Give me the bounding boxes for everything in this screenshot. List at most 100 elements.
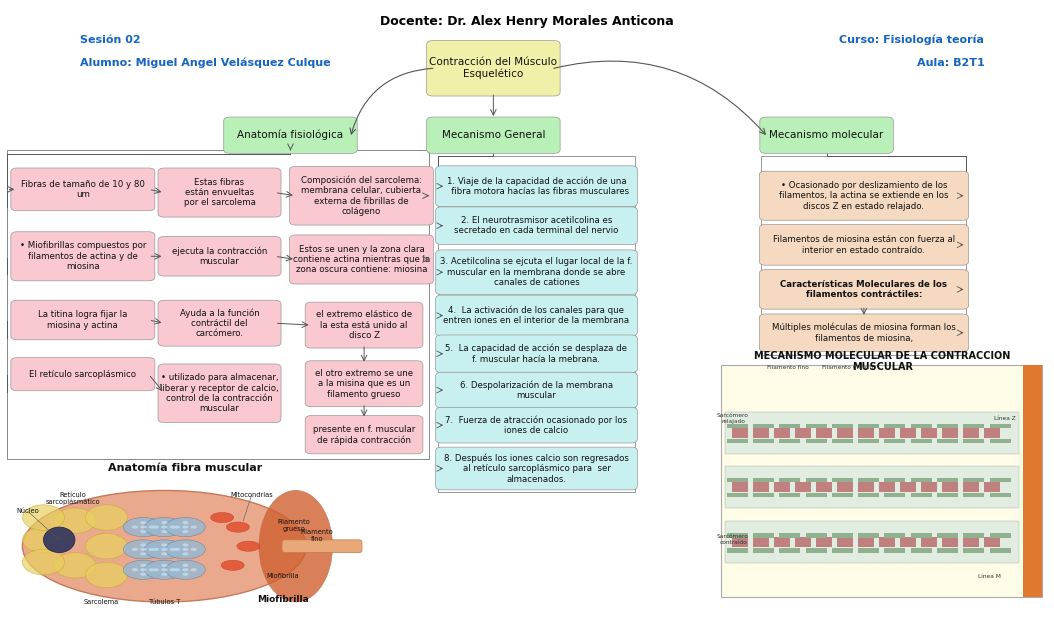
Ellipse shape — [22, 490, 307, 602]
Text: Anatomía fibra muscular: Anatomía fibra muscular — [109, 463, 262, 473]
Text: 3. Acetilcolina se ejcuta el lugar local de la f.
muscular en la membrana donde : 3. Acetilcolina se ejcuta el lugar local… — [441, 257, 632, 287]
FancyBboxPatch shape — [832, 493, 853, 497]
FancyBboxPatch shape — [921, 538, 937, 547]
FancyBboxPatch shape — [837, 428, 853, 438]
Ellipse shape — [132, 568, 138, 572]
FancyBboxPatch shape — [837, 482, 853, 492]
FancyBboxPatch shape — [963, 548, 984, 552]
Ellipse shape — [123, 540, 163, 559]
FancyBboxPatch shape — [858, 534, 879, 538]
Ellipse shape — [170, 525, 176, 529]
FancyBboxPatch shape — [884, 534, 905, 538]
FancyBboxPatch shape — [879, 482, 895, 492]
Text: Sarcolema: Sarcolema — [83, 598, 119, 605]
FancyBboxPatch shape — [911, 534, 932, 538]
FancyBboxPatch shape — [725, 522, 1019, 563]
FancyBboxPatch shape — [779, 438, 800, 443]
FancyBboxPatch shape — [158, 237, 281, 276]
FancyBboxPatch shape — [858, 478, 879, 483]
Ellipse shape — [191, 548, 197, 551]
Text: Curso: Fisiología teoría: Curso: Fisiología teoría — [839, 35, 984, 45]
FancyBboxPatch shape — [435, 207, 638, 244]
FancyBboxPatch shape — [990, 424, 1011, 428]
Ellipse shape — [182, 568, 189, 572]
FancyBboxPatch shape — [11, 168, 155, 211]
Ellipse shape — [191, 525, 197, 529]
Text: Filamento
fino: Filamento fino — [300, 529, 333, 542]
FancyBboxPatch shape — [11, 232, 155, 281]
FancyBboxPatch shape — [805, 438, 826, 443]
Ellipse shape — [140, 564, 147, 567]
Text: La titina logra fijar la
miosina y actina: La titina logra fijar la miosina y actin… — [38, 310, 128, 330]
Text: Túbulos T: Túbulos T — [149, 598, 180, 605]
FancyBboxPatch shape — [816, 482, 832, 492]
Ellipse shape — [165, 518, 206, 537]
Ellipse shape — [182, 552, 189, 556]
Ellipse shape — [140, 525, 147, 529]
FancyBboxPatch shape — [911, 493, 932, 497]
Ellipse shape — [161, 521, 168, 524]
FancyBboxPatch shape — [884, 438, 905, 443]
Ellipse shape — [161, 568, 168, 572]
FancyBboxPatch shape — [427, 40, 560, 96]
FancyBboxPatch shape — [726, 424, 747, 428]
FancyBboxPatch shape — [306, 361, 423, 406]
FancyBboxPatch shape — [726, 478, 747, 483]
Text: Sesión 02: Sesión 02 — [80, 35, 141, 45]
Ellipse shape — [149, 568, 155, 572]
FancyBboxPatch shape — [805, 478, 826, 483]
Text: MECANISMO MOLECULAR DE LA CONTRACCION
MUSCULAR: MECANISMO MOLECULAR DE LA CONTRACCION MU… — [754, 351, 1011, 372]
Text: 1. Viaje de la capacidad de acción de una
   fibra motora hacías las fibras musc: 1. Viaje de la capacidad de acción de un… — [444, 176, 629, 196]
FancyBboxPatch shape — [731, 428, 747, 438]
FancyBboxPatch shape — [726, 534, 747, 538]
FancyBboxPatch shape — [726, 493, 747, 497]
Text: Estos se unen y la zona clara
contiene actina mientras que la
zona oscura contie: Estos se unen y la zona clara contiene a… — [293, 244, 430, 275]
Text: • utilizado para almacenar,
liberar y receptor de calcio,
control de la contracc: • utilizado para almacenar, liberar y re… — [160, 373, 279, 413]
FancyBboxPatch shape — [759, 225, 969, 265]
FancyBboxPatch shape — [760, 117, 894, 154]
FancyBboxPatch shape — [911, 438, 932, 443]
FancyBboxPatch shape — [879, 538, 895, 547]
FancyBboxPatch shape — [731, 538, 747, 547]
FancyBboxPatch shape — [805, 534, 826, 538]
FancyBboxPatch shape — [884, 478, 905, 483]
FancyBboxPatch shape — [753, 438, 774, 443]
Ellipse shape — [140, 548, 147, 551]
FancyBboxPatch shape — [774, 482, 789, 492]
FancyBboxPatch shape — [805, 424, 826, 428]
Text: Mitocondrias: Mitocondrias — [230, 492, 273, 498]
Ellipse shape — [211, 513, 234, 523]
FancyBboxPatch shape — [879, 428, 895, 438]
Ellipse shape — [54, 508, 96, 534]
FancyBboxPatch shape — [427, 117, 560, 154]
Text: Alumno: Miguel Angel Velásquez Culque: Alumno: Miguel Angel Velásquez Culque — [80, 58, 331, 68]
Ellipse shape — [132, 548, 138, 551]
Ellipse shape — [149, 548, 155, 551]
FancyBboxPatch shape — [942, 482, 958, 492]
FancyBboxPatch shape — [858, 482, 874, 492]
Text: 4.  La activación de los canales para que
entren iones en el interior de la memb: 4. La activación de los canales para que… — [444, 305, 629, 326]
Ellipse shape — [259, 490, 332, 602]
FancyBboxPatch shape — [832, 438, 853, 443]
FancyBboxPatch shape — [816, 538, 832, 547]
Ellipse shape — [161, 573, 168, 576]
Ellipse shape — [22, 505, 64, 531]
FancyBboxPatch shape — [937, 548, 958, 552]
FancyBboxPatch shape — [759, 314, 969, 351]
FancyBboxPatch shape — [306, 415, 423, 454]
Ellipse shape — [43, 527, 75, 552]
Text: Docente: Dr. Alex Henry Morales Anticona: Docente: Dr. Alex Henry Morales Anticona — [380, 15, 674, 28]
FancyBboxPatch shape — [435, 407, 638, 443]
FancyBboxPatch shape — [435, 166, 638, 207]
Text: Mecanismo molecular: Mecanismo molecular — [769, 130, 883, 140]
FancyBboxPatch shape — [158, 168, 281, 217]
Text: Línea Z: Línea Z — [994, 416, 1016, 421]
FancyBboxPatch shape — [921, 428, 937, 438]
Ellipse shape — [237, 541, 260, 551]
Text: Composición del sarcolema:
membrana celular, cubierta
externa de fibrillas de
co: Composición del sarcolema: membrana celu… — [300, 175, 422, 216]
Ellipse shape — [161, 543, 168, 547]
FancyBboxPatch shape — [911, 548, 932, 552]
FancyBboxPatch shape — [884, 548, 905, 552]
FancyBboxPatch shape — [795, 482, 811, 492]
FancyBboxPatch shape — [937, 478, 958, 483]
